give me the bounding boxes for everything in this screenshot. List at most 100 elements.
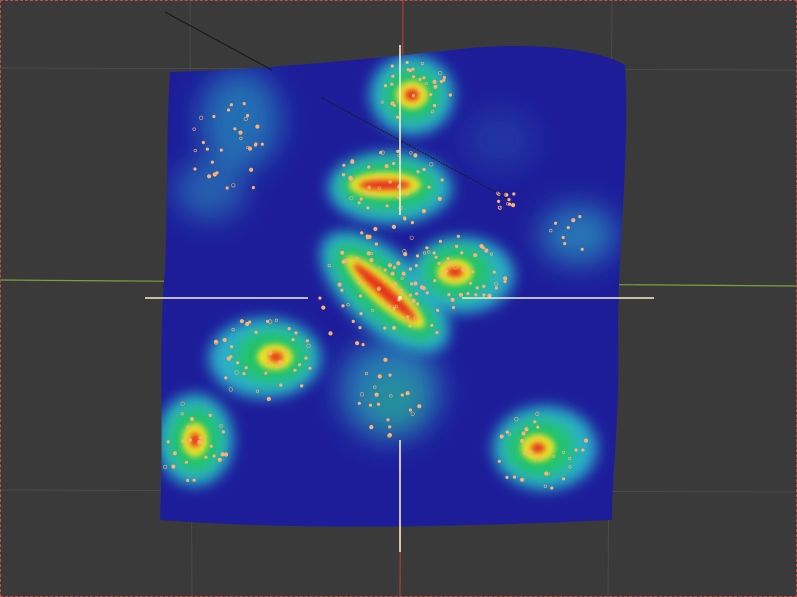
scatter-point (438, 239, 443, 243)
scatter-point (327, 263, 331, 268)
scatter-point (193, 148, 197, 153)
scatter-point (411, 93, 416, 98)
scatter-point (348, 176, 354, 181)
annotation-line-upper-left (164, 11, 273, 71)
scatter-point (413, 281, 418, 286)
scatter-point (264, 371, 268, 375)
scatter-point (199, 436, 203, 440)
scatter-point (392, 325, 397, 331)
scatter-point (187, 437, 192, 443)
scatter-point (567, 457, 572, 461)
scatter-point (364, 371, 369, 376)
scatter-point (306, 343, 311, 349)
scatter-point (482, 284, 486, 288)
scatter-point (359, 197, 363, 201)
hotspot-bottom-left (160, 394, 233, 486)
scatter-point (246, 113, 250, 118)
scatter-point (255, 124, 260, 129)
scatter-point (553, 221, 558, 225)
scatter-point (384, 164, 389, 169)
scatter-point (365, 191, 369, 195)
scatter-point (370, 251, 374, 256)
hotspot-center-diagonal (320, 231, 450, 353)
scatter-point (497, 192, 501, 196)
scatter-point (212, 454, 216, 458)
scatter-point (521, 431, 526, 436)
scatter-point (533, 420, 537, 424)
scatter-point (238, 130, 243, 135)
scatter-point (442, 75, 447, 80)
scatter-point (236, 361, 240, 365)
scatter-point (383, 268, 387, 272)
scatter-point (499, 434, 504, 439)
scatter-point (448, 93, 453, 97)
scatter-point (437, 196, 442, 201)
hotspot-upper-left-faint (175, 70, 280, 220)
scatter-point (400, 393, 404, 397)
scatter-point (434, 255, 438, 259)
scatter-point (493, 281, 499, 286)
scatter-point (395, 115, 400, 119)
scatter-point (415, 254, 420, 258)
scatter-point (388, 180, 392, 184)
scatter-point (399, 288, 403, 292)
scatter-point (407, 85, 411, 89)
scatter-point (537, 435, 541, 440)
scatter-point (219, 148, 223, 152)
scatter-point (254, 330, 258, 334)
scatter-point (229, 103, 233, 107)
scatter-point (391, 224, 397, 229)
scatter-point (551, 454, 556, 458)
scatter-point (421, 209, 427, 214)
scatter-point (383, 357, 388, 362)
scatter-point (544, 471, 549, 476)
scatter-point (392, 266, 397, 270)
scatter-point (360, 231, 364, 235)
scatter-point (366, 206, 370, 210)
scatter-point (278, 360, 282, 364)
scatter-point (424, 81, 428, 86)
scatter-point (514, 417, 519, 422)
scatter-point (503, 192, 509, 197)
scatter-point (422, 286, 427, 291)
scatter-point (228, 387, 233, 392)
scatter-point (386, 418, 390, 422)
scatter-point (439, 79, 444, 84)
scatter-point (405, 60, 409, 65)
scatter-point (390, 82, 394, 86)
scatter-point (427, 250, 431, 254)
scatter-point (387, 263, 393, 268)
scatter-point (451, 305, 456, 310)
scatter-point (376, 286, 381, 291)
scatter-point (374, 242, 379, 246)
scatter-point (234, 370, 239, 375)
scatter-point (411, 75, 416, 79)
scatter-point (387, 304, 391, 309)
heatmap-surface[interactable] (157, 45, 627, 527)
scatter-point (244, 366, 248, 370)
scatter-point (413, 153, 418, 158)
scatter-point (497, 459, 501, 463)
3d-cursor[interactable] (145, 45, 654, 552)
hotspot-bottom-right (493, 406, 597, 490)
scatter-point (392, 161, 396, 166)
scatter-point (427, 185, 431, 189)
scatter-point (506, 202, 510, 206)
scatter-point (403, 216, 407, 220)
scatter-point (298, 363, 302, 367)
scatter-point (410, 282, 414, 286)
scatter-point (438, 70, 443, 76)
scatter-point (239, 319, 244, 324)
scatter-point (422, 76, 426, 80)
scatter-point (377, 374, 382, 379)
scatter-point (172, 451, 177, 456)
scatter-point (201, 140, 205, 145)
scatter-point (429, 162, 434, 167)
scatter-point (249, 167, 254, 172)
scatter-point (568, 465, 572, 469)
scatter-point (433, 279, 437, 283)
scatter-point (380, 100, 384, 104)
scatter-point (372, 192, 377, 196)
